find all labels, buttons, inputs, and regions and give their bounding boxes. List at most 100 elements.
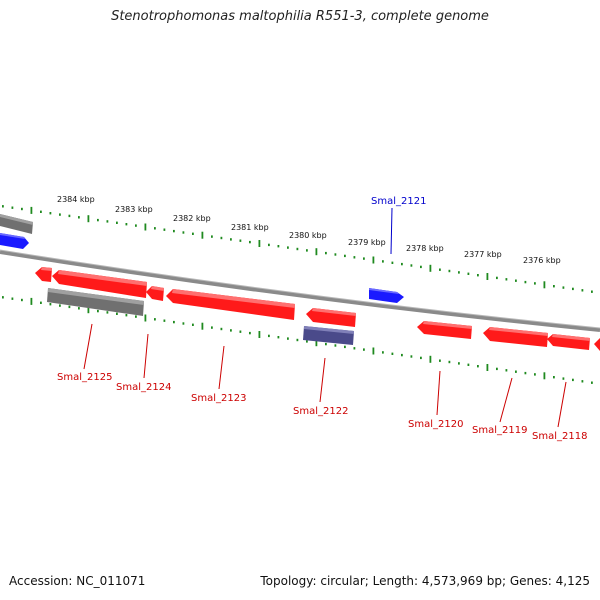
gene-reverse-arrow-6[interactable] [417,321,472,339]
upper-scale-tick [87,215,90,223]
upper-scale-tick [230,238,232,241]
scale-label: 2379 kbp [348,238,386,247]
upper-scale-tick [59,213,61,216]
upper-scale-tick [30,206,33,214]
upper-scale-tick [106,220,109,223]
upper-scale-tick [562,286,565,289]
upper-scale-tick [572,287,574,291]
upper-scale-tick [40,210,42,213]
gene-label[interactable]: Smal_2124 [116,382,171,393]
upper-scale-tick [429,264,432,272]
upper-scale-tick [477,274,479,277]
upper-scale-tick [591,290,593,293]
lower-scale-tick [315,339,318,347]
upper-scale-tick [173,229,175,233]
gene-reverse-arrow-2[interactable] [52,270,147,298]
lower-scale-tick [182,322,185,325]
scale-label: 2384 kbp [57,195,95,204]
lower-scale-tick [458,362,460,365]
gene-reverse-arrow-1[interactable] [35,267,52,282]
lower-scale-tick [173,320,175,324]
lower-scale-tick [87,306,90,314]
upper-scale-tick [467,272,470,275]
lower-scale-tick [429,355,432,363]
lower-scale-tick [192,323,194,326]
lower-scale-tick [581,380,584,383]
lower-scale-tick [135,315,137,318]
upper-scale-tick [353,256,356,259]
upper-scale-tick [458,271,460,274]
gene-reverse-arrow-7[interactable] [483,327,548,347]
upper-scale-tick [448,269,451,273]
gene-label[interactable]: Smal_2120 [408,419,463,430]
genome-summary-text: Topology: circular; Length: 4,573,969 bp… [260,574,590,588]
lower-scale-tick [11,297,14,300]
upper-scale-tick [496,276,498,280]
upper-scale-tick [505,278,508,281]
gene-smal-2122-purple[interactable] [303,326,354,345]
upper-scale-tick [420,265,422,269]
upper-scale-tick [372,256,375,264]
scale-label: 2381 kbp [231,223,269,232]
lower-scale-tick [467,363,470,366]
gene-label[interactable]: Smal_2119 [472,425,527,436]
upper-scale-tick [306,249,308,252]
scale-labels: 2384 kbp 2383 kbp 2382 kbp 2381 kbp 2380 kbp… [57,195,561,265]
upper-scale-tick [382,260,384,263]
upper-scale-tick [315,248,318,256]
gene-reverse-arrow-9[interactable] [594,338,600,351]
upper-scale-tick [287,246,289,249]
lower-scale-tick [106,311,109,314]
scale-label: 2378 kbp [406,244,444,253]
lower-scale-tick [154,318,156,321]
lower-scale-tick [344,345,346,349]
gene-reverse-arrow-5[interactable] [306,308,356,327]
upper-scale-tick [543,281,546,289]
lower-scale-tick [477,365,479,368]
gene-label[interactable]: Smal_2123 [191,393,246,404]
upper-scale-track [2,205,593,293]
gene-smal-2125-gray[interactable] [47,288,144,316]
upper-scale-tick [182,231,185,234]
lower-scale-tick [572,378,574,382]
lower-scale-tick [21,298,23,302]
lower-scale-tick [68,305,71,309]
upper-scale-tick [524,280,527,284]
lower-scale-tick [239,330,242,333]
lower-scale-tick [401,353,403,357]
gene-label[interactable]: Smal_2121 [371,196,426,207]
lower-scale-tick [420,356,422,360]
upper-scale-tick [325,251,327,255]
upper-scale-tick [11,206,14,209]
upper-scale-tick [258,240,261,247]
gene-labels: Smal_2121 Smal_2125 Smal_2124 Smal_2123 Smal… [57,196,587,442]
upper-scale-tick [2,205,4,208]
gene-label-lines [83,207,567,428]
lower-scale-tick [543,372,546,380]
upper-scale-tick [296,247,299,251]
gene-reverse-arrow-3[interactable] [146,286,164,301]
gene-reverse-arrow-4[interactable] [166,289,295,320]
lower-scale-tick [277,336,280,339]
gene-forward-left-blue[interactable] [0,233,29,249]
gene-label[interactable]: Smal_2125 [57,372,112,383]
lower-scale-tick [30,297,33,305]
gene-smal-2121[interactable] [369,288,404,303]
lower-scale-tick [287,337,289,340]
lower-scale-tick [97,309,99,313]
upper-scale-tick [49,212,52,215]
upper-scale-tick [553,285,555,288]
lower-scale-tick [524,371,527,375]
lower-scale-tick [144,314,147,322]
gene-forward-left-gray[interactable] [0,214,33,234]
lower-scale-tick [78,307,80,310]
lower-scale-tick [325,342,327,346]
gene-label[interactable]: Smal_2118 [532,431,587,442]
lower-scale-tick [591,381,593,384]
lower-scale-track [2,296,593,384]
gene-label[interactable]: Smal_2122 [293,406,348,417]
upper-scale-tick [201,231,204,239]
gene-reverse-arrow-8[interactable] [547,334,590,350]
scale-label: 2382 kbp [173,214,211,223]
